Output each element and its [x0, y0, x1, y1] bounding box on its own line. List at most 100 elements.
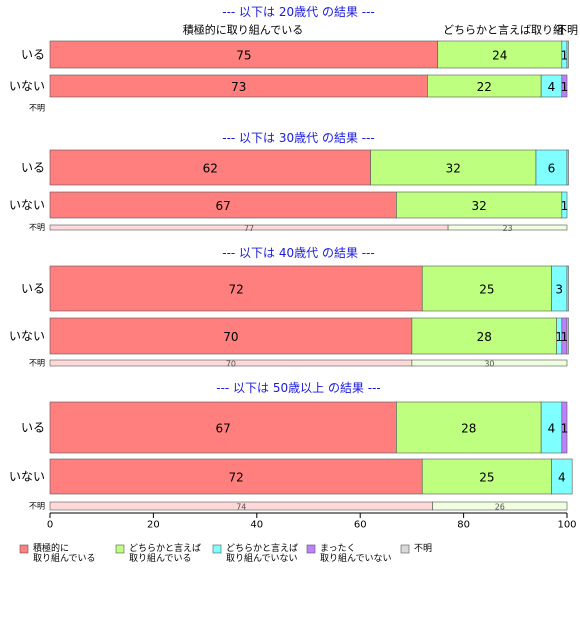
data-label: 4 — [548, 80, 556, 94]
legend-label: 取り組んでいない — [226, 552, 298, 564]
bar-segment — [411, 317, 557, 355]
data-label: 32 — [446, 161, 461, 175]
bar-row: 不明 — [29, 104, 45, 113]
legend-label: 不明 — [414, 543, 432, 554]
legend-swatch — [400, 544, 410, 554]
data-label: 62 — [203, 161, 218, 175]
data-label: 25 — [479, 282, 494, 296]
data-label: 1 — [561, 80, 569, 94]
bar-segment — [421, 265, 552, 312]
data-label: 70 — [226, 359, 236, 368]
x-tick-label: 100 — [557, 520, 576, 531]
bar-segment — [411, 359, 568, 367]
bar-segment — [561, 191, 568, 219]
row-label: いる — [21, 48, 45, 62]
category-label: 不明 — [556, 24, 578, 37]
data-label: 1 — [561, 48, 569, 62]
data-label: 26 — [495, 502, 505, 511]
bar-row: いない 73 22 4 1 — [9, 74, 569, 98]
bar-segment — [566, 40, 569, 69]
x-tick-label: 40 — [250, 520, 263, 531]
legend-swatch — [19, 544, 29, 554]
bar-row: 不明 77 23 — [29, 223, 568, 233]
x-tick-label: 20 — [147, 520, 160, 531]
x-tick-label: 0 — [47, 520, 53, 531]
data-label: 1 — [561, 421, 569, 435]
data-label: 74 — [236, 502, 246, 511]
legend-item: 積極的に取り組んでいる — [19, 542, 96, 564]
legend-item: 不明 — [400, 543, 432, 554]
legend-label: 積極的に — [33, 542, 69, 554]
row-label: 不明 — [29, 359, 45, 368]
row-label: いない — [9, 198, 45, 212]
data-label: 67 — [216, 421, 231, 435]
panel-title: --- 以下は 20歳代 の結果 --- — [222, 5, 375, 19]
data-label: 1 — [561, 199, 569, 213]
data-label: 22 — [477, 80, 492, 94]
legend-swatch — [115, 544, 125, 554]
bar-row: いない 72 25 4 — [9, 458, 573, 495]
data-label: 1 — [555, 330, 563, 344]
bar-segment — [551, 458, 573, 495]
panel-title: --- 以下は 30歳代 の結果 --- — [222, 131, 375, 145]
bar-segment — [561, 401, 568, 454]
panel-title: --- 以下は 40歳代 の結果 --- — [222, 246, 375, 260]
bar-segment — [566, 149, 569, 186]
legend-label: どちらかと言えば — [226, 542, 298, 554]
bar-row: いる 72 25 3 — [21, 265, 569, 312]
x-tick-label: 60 — [354, 520, 367, 531]
bar-segment — [49, 149, 371, 186]
category-label: どちらかと言えば取り組 — [443, 24, 564, 37]
bar-segment — [370, 149, 537, 186]
bar-segment — [49, 317, 413, 355]
x-tick-label: 80 — [457, 520, 470, 531]
x-axis: 0 20 40 60 80 100 — [47, 512, 577, 531]
bar-segment — [447, 224, 568, 231]
row-label: いない — [9, 470, 45, 484]
data-label: 25 — [479, 470, 494, 484]
bar-segment — [566, 317, 569, 355]
legend: 積極的に取り組んでいるどちらかと言えば取り組んでいるどちらかと言えば取り組んでい… — [19, 542, 432, 564]
data-label: 28 — [477, 330, 492, 344]
row-label: 不明 — [29, 223, 45, 232]
data-label: 72 — [228, 282, 243, 296]
panel-3: --- 以下は 40歳代 の結果 --- いる 72 25 3 いない 70 28 11 不明 70… — [9, 246, 569, 368]
bar-segment — [49, 458, 423, 495]
bar-row: 不明 74 26 — [29, 502, 568, 511]
data-label: 4 — [548, 421, 556, 435]
category-label: 積極的に取り組んでいる — [183, 23, 303, 37]
bar-row: いない 67 32 1 — [9, 191, 569, 219]
row-label: いる — [21, 421, 45, 435]
legend-swatch — [212, 544, 222, 554]
bar-row: 不明 70 30 — [29, 359, 568, 368]
legend-swatch — [306, 544, 316, 554]
data-label: 28 — [461, 421, 476, 435]
row-label: いない — [9, 329, 45, 343]
bar-segment — [566, 265, 569, 312]
bar-segment — [437, 40, 563, 69]
bar-row: いない 70 28 11 — [9, 317, 569, 355]
legend-label: 取り組んでいない — [320, 552, 392, 564]
data-label: 70 — [223, 330, 238, 344]
bar-segment — [561, 74, 568, 98]
bar-row: いる 75 24 1 — [21, 40, 569, 69]
row-label: いない — [9, 79, 45, 93]
data-label: 77 — [244, 224, 254, 233]
legend-label: どちらかと言えば — [129, 542, 201, 554]
data-label: 24 — [492, 48, 507, 62]
data-label: 3 — [555, 282, 563, 296]
legend-label: 取り組んでいる — [129, 552, 192, 564]
bar-segment — [49, 40, 439, 69]
data-label: 1 — [561, 330, 569, 344]
row-label: 不明 — [29, 104, 45, 113]
data-label: 23 — [502, 224, 512, 233]
row-label: 不明 — [29, 502, 45, 511]
